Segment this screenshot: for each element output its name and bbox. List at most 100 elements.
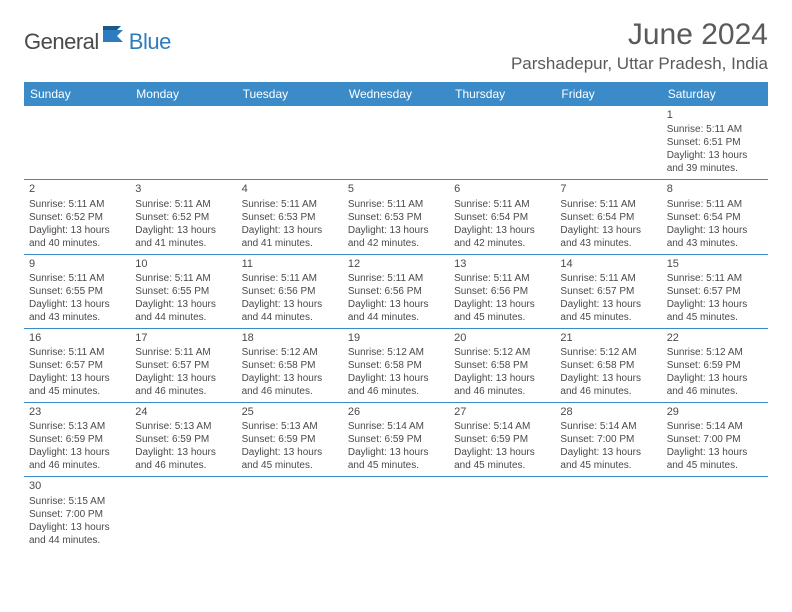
calendar-day-cell: 19Sunrise: 5:12 AMSunset: 6:58 PMDayligh…: [343, 328, 449, 402]
weekday-header: Sunday: [24, 82, 130, 106]
calendar-day-cell: 4Sunrise: 5:11 AMSunset: 6:53 PMDaylight…: [237, 180, 343, 254]
day-info-line: and 45 minutes.: [667, 311, 763, 324]
day-info-line: and 39 minutes.: [667, 162, 763, 175]
day-info-line: Sunrise: 5:11 AM: [29, 198, 125, 211]
day-info-line: Daylight: 13 hours: [242, 372, 338, 385]
day-info-line: Sunset: 6:55 PM: [29, 285, 125, 298]
calendar-week-row: 23Sunrise: 5:13 AMSunset: 6:59 PMDayligh…: [24, 403, 768, 477]
weekday-header-row: SundayMondayTuesdayWednesdayThursdayFrid…: [24, 82, 768, 106]
calendar-day-cell: 29Sunrise: 5:14 AMSunset: 7:00 PMDayligh…: [662, 403, 768, 477]
header: General Blue June 2024 Parshadepur, Utta…: [24, 18, 768, 74]
day-info-line: and 45 minutes.: [560, 311, 656, 324]
day-info-line: Daylight: 13 hours: [667, 446, 763, 459]
calendar-day-cell: [449, 106, 555, 180]
day-info-line: Sunrise: 5:12 AM: [454, 346, 550, 359]
day-info-line: Daylight: 13 hours: [135, 372, 231, 385]
day-info-line: and 44 minutes.: [135, 311, 231, 324]
day-number: 22: [667, 331, 763, 345]
calendar-day-cell: 9Sunrise: 5:11 AMSunset: 6:55 PMDaylight…: [24, 254, 130, 328]
day-info-line: and 46 minutes.: [348, 385, 444, 398]
day-info-line: and 46 minutes.: [29, 459, 125, 472]
day-info-line: Sunset: 6:59 PM: [135, 433, 231, 446]
day-info-line: Sunrise: 5:12 AM: [348, 346, 444, 359]
day-info-line: and 42 minutes.: [348, 237, 444, 250]
day-info-line: Daylight: 13 hours: [560, 224, 656, 237]
day-number: 30: [29, 479, 125, 493]
day-info-line: Daylight: 13 hours: [348, 372, 444, 385]
day-info-line: Sunrise: 5:12 AM: [242, 346, 338, 359]
calendar-day-cell: 11Sunrise: 5:11 AMSunset: 6:56 PMDayligh…: [237, 254, 343, 328]
day-info-line: and 45 minutes.: [667, 459, 763, 472]
day-number: 20: [454, 331, 550, 345]
day-info-line: and 41 minutes.: [135, 237, 231, 250]
day-info-line: Daylight: 13 hours: [242, 298, 338, 311]
day-info-line: Sunset: 7:00 PM: [667, 433, 763, 446]
weekday-header: Wednesday: [343, 82, 449, 106]
day-info-line: Sunrise: 5:11 AM: [667, 272, 763, 285]
day-number: 18: [242, 331, 338, 345]
day-info-line: Sunset: 6:58 PM: [242, 359, 338, 372]
day-info-line: Daylight: 13 hours: [29, 521, 125, 534]
calendar-day-cell: 23Sunrise: 5:13 AMSunset: 6:59 PMDayligh…: [24, 403, 130, 477]
day-number: 21: [560, 331, 656, 345]
calendar-day-cell: 28Sunrise: 5:14 AMSunset: 7:00 PMDayligh…: [555, 403, 661, 477]
day-info-line: Daylight: 13 hours: [348, 446, 444, 459]
flag-icon: [103, 26, 127, 47]
day-info-line: and 42 minutes.: [454, 237, 550, 250]
day-info-line: Sunset: 6:54 PM: [560, 211, 656, 224]
day-info-line: and 46 minutes.: [135, 459, 231, 472]
calendar-week-row: 2Sunrise: 5:11 AMSunset: 6:52 PMDaylight…: [24, 180, 768, 254]
calendar-day-cell: [662, 477, 768, 551]
day-info-line: Sunrise: 5:15 AM: [29, 495, 125, 508]
day-info-line: Daylight: 13 hours: [242, 224, 338, 237]
day-info-line: Daylight: 13 hours: [560, 372, 656, 385]
calendar-day-cell: 21Sunrise: 5:12 AMSunset: 6:58 PMDayligh…: [555, 328, 661, 402]
brand-logo: General Blue: [24, 18, 171, 57]
day-info-line: and 46 minutes.: [242, 385, 338, 398]
day-info-line: Sunrise: 5:11 AM: [135, 272, 231, 285]
day-info-line: Sunrise: 5:11 AM: [560, 272, 656, 285]
day-info-line: and 46 minutes.: [560, 385, 656, 398]
day-info-line: Sunrise: 5:14 AM: [348, 420, 444, 433]
calendar-day-cell: [237, 477, 343, 551]
day-info-line: Sunset: 6:55 PM: [135, 285, 231, 298]
day-info-line: Daylight: 13 hours: [560, 446, 656, 459]
day-info-line: Daylight: 13 hours: [454, 224, 550, 237]
day-number: 11: [242, 257, 338, 271]
month-title: June 2024: [511, 18, 768, 52]
day-info-line: Daylight: 13 hours: [454, 372, 550, 385]
calendar-day-cell: 17Sunrise: 5:11 AMSunset: 6:57 PMDayligh…: [130, 328, 236, 402]
day-info-line: Daylight: 13 hours: [29, 298, 125, 311]
day-info-line: Daylight: 13 hours: [667, 149, 763, 162]
day-info-line: Sunrise: 5:13 AM: [242, 420, 338, 433]
weekday-header: Friday: [555, 82, 661, 106]
calendar-day-cell: 2Sunrise: 5:11 AMSunset: 6:52 PMDaylight…: [24, 180, 130, 254]
day-info-line: Sunset: 6:59 PM: [242, 433, 338, 446]
calendar-table: SundayMondayTuesdayWednesdayThursdayFrid…: [24, 82, 768, 551]
day-number: 12: [348, 257, 444, 271]
day-info-line: and 44 minutes.: [348, 311, 444, 324]
day-info-line: Sunset: 6:56 PM: [348, 285, 444, 298]
day-info-line: Sunrise: 5:14 AM: [454, 420, 550, 433]
calendar-day-cell: [130, 477, 236, 551]
day-info-line: Daylight: 13 hours: [454, 298, 550, 311]
day-info-line: Sunset: 7:00 PM: [29, 508, 125, 521]
calendar-day-cell: 20Sunrise: 5:12 AMSunset: 6:58 PMDayligh…: [449, 328, 555, 402]
day-info-line: Sunset: 6:54 PM: [454, 211, 550, 224]
calendar-day-cell: 8Sunrise: 5:11 AMSunset: 6:54 PMDaylight…: [662, 180, 768, 254]
day-info-line: Sunset: 6:54 PM: [667, 211, 763, 224]
day-info-line: and 45 minutes.: [454, 311, 550, 324]
calendar-week-row: 9Sunrise: 5:11 AMSunset: 6:55 PMDaylight…: [24, 254, 768, 328]
day-number: 23: [29, 405, 125, 419]
day-info-line: Sunset: 6:56 PM: [454, 285, 550, 298]
day-info-line: Sunset: 6:51 PM: [667, 136, 763, 149]
calendar-day-cell: 12Sunrise: 5:11 AMSunset: 6:56 PMDayligh…: [343, 254, 449, 328]
day-info-line: and 43 minutes.: [29, 311, 125, 324]
day-info-line: Sunrise: 5:11 AM: [667, 123, 763, 136]
weekday-header: Saturday: [662, 82, 768, 106]
day-info-line: and 44 minutes.: [29, 534, 125, 547]
day-number: 29: [667, 405, 763, 419]
calendar-week-row: 16Sunrise: 5:11 AMSunset: 6:57 PMDayligh…: [24, 328, 768, 402]
calendar-day-cell: 15Sunrise: 5:11 AMSunset: 6:57 PMDayligh…: [662, 254, 768, 328]
day-info-line: Sunset: 6:57 PM: [29, 359, 125, 372]
